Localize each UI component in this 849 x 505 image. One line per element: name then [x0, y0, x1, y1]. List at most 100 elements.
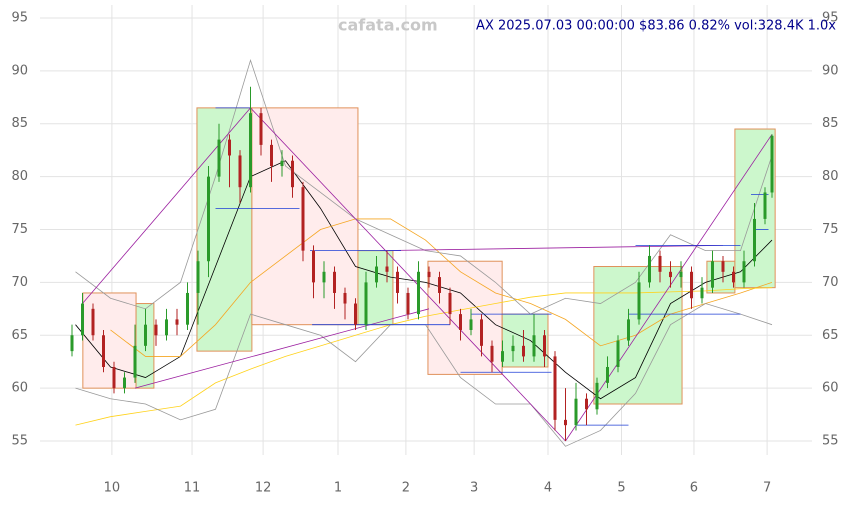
watermark: cafata.com: [338, 16, 438, 35]
y-tick-label: 65: [11, 328, 28, 343]
trend-line: [565, 134, 773, 442]
overlay-line: [110, 218, 773, 357]
candle-body: [700, 287, 704, 299]
y-tick-label-right: 70: [822, 275, 839, 290]
x-tick-label: 3: [470, 481, 478, 496]
x-tick-label: 4: [544, 481, 552, 496]
y-tick-label-right: 60: [822, 381, 839, 396]
trend-line: [82, 107, 251, 304]
candle-body: [417, 271, 420, 315]
candle-body: [459, 314, 462, 330]
candle-body: [543, 335, 546, 357]
candle-body: [595, 382, 599, 410]
candle-body: [742, 261, 746, 283]
y-tick-label: 85: [11, 116, 28, 131]
candle-body: [616, 340, 620, 367]
y-tick-label: 95: [11, 10, 28, 25]
candle-body: [154, 324, 158, 336]
candle-body: [606, 366, 609, 383]
y-tick-label: 60: [11, 381, 28, 396]
candle-body: [438, 277, 441, 293]
y-tick-label-right: 95: [822, 10, 839, 25]
y-tick-label: 75: [11, 222, 28, 237]
candle-body: [81, 303, 84, 336]
candle-body: [770, 135, 774, 193]
candle-body: [658, 255, 662, 272]
candle-body: [585, 398, 588, 410]
candle-body: [291, 160, 294, 188]
candle-body: [259, 113, 263, 145]
trend-line: [379, 244, 724, 252]
candle-body: [721, 261, 725, 272]
candle-body: [123, 377, 126, 389]
candle-body: [669, 271, 672, 278]
candle-body: [627, 319, 630, 341]
candle-body: [564, 419, 567, 426]
signal-box: [82, 292, 137, 389]
x-tick-label: 10: [104, 481, 121, 496]
candle-body: [301, 187, 305, 251]
candle-body: [354, 303, 357, 325]
y-tick-label: 70: [11, 275, 28, 290]
candle-body: [333, 271, 336, 293]
signal-box: [251, 107, 359, 326]
candle-body: [574, 398, 578, 426]
candle-body: [364, 282, 368, 325]
candle-body: [501, 351, 504, 362]
x-tick-label: 1: [334, 481, 342, 496]
signal-box: [196, 107, 253, 352]
overlay-line: [75, 160, 773, 400]
candle-body: [270, 144, 273, 167]
y-tick-label: 55: [11, 434, 28, 449]
candle-body: [186, 292, 189, 325]
candle-body: [427, 271, 431, 278]
y-tick-label-right: 65: [822, 328, 839, 343]
candle-body: [217, 139, 221, 177]
candle-body: [763, 192, 767, 219]
candle-body: [175, 319, 179, 325]
y-tick-label-right: 85: [822, 116, 839, 131]
y-tick-label-right: 75: [822, 222, 839, 237]
signal-box: [501, 313, 549, 368]
candle-body: [732, 271, 735, 283]
candle-body: [511, 345, 515, 352]
candle-body: [396, 271, 399, 293]
x-tick-label: 5: [617, 481, 625, 496]
candle-body: [385, 266, 389, 272]
signal-box: [357, 250, 394, 326]
candle-body: [711, 261, 714, 288]
candle-body: [490, 345, 494, 362]
candle-body: [375, 266, 378, 283]
candle-body: [637, 282, 641, 320]
trend-line: [134, 308, 430, 389]
candle-body: [165, 319, 168, 336]
x-tick-label: 2: [402, 481, 410, 496]
candle-body: [480, 319, 483, 346]
signal-box: [734, 128, 776, 289]
y-tick-label-right: 90: [822, 63, 839, 78]
overlay-line: [75, 287, 773, 426]
candle-body: [238, 155, 242, 188]
candle-body: [448, 292, 452, 315]
candle-body: [228, 139, 231, 156]
candle-body: [532, 335, 536, 357]
chart-title: AX 2025.07.03 00:00:00 $83.86 0.82% vol:…: [476, 19, 836, 34]
candle-body: [469, 319, 473, 330]
candle-body: [144, 324, 147, 346]
candle-body: [280, 160, 284, 167]
candle-body: [753, 218, 756, 262]
x-tick-label: 7: [763, 481, 771, 496]
candle-body: [648, 255, 651, 283]
candle-body: [522, 345, 525, 357]
candle-body: [102, 335, 105, 367]
candle-body: [249, 113, 252, 188]
candle-body: [312, 250, 315, 283]
candle-body: [553, 356, 557, 420]
candle-body: [196, 261, 200, 293]
candle-body: [406, 292, 410, 315]
y-tick-label: 90: [11, 63, 28, 78]
candle-body: [112, 366, 116, 389]
overlay-line: [75, 58, 773, 315]
candle-body: [207, 176, 210, 262]
y-tick-label-right: 80: [822, 169, 839, 184]
